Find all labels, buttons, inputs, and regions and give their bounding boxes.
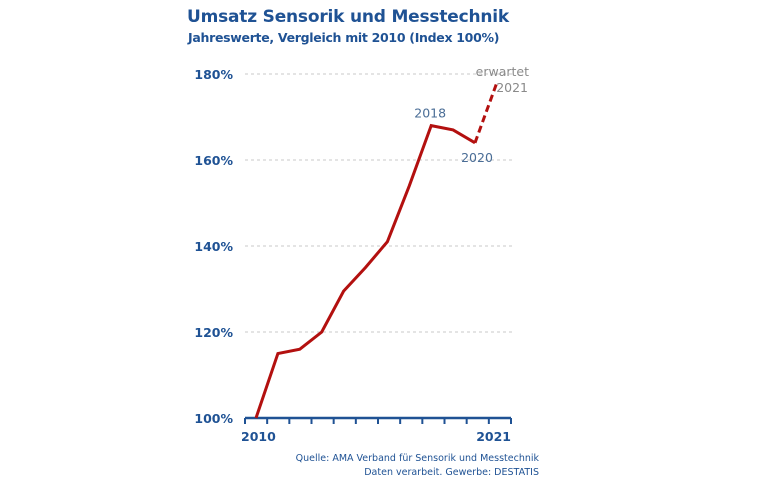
source-line-1: Quelle: AMA Verband für Sensorik und Mes… (295, 453, 539, 464)
x-axis: 2010 2021 (241, 416, 512, 444)
gridlines (245, 73, 513, 333)
annotation-2018: 2018 (414, 106, 446, 121)
series-line-actual (254, 123, 476, 419)
y-tick-label: 180% (194, 67, 233, 82)
y-tick-label: 100% (194, 411, 233, 426)
chart-title: Umsatz Sensorik und Messtechnik (187, 7, 510, 27)
source-line-2: Daten verarbeit. Gewerbe: DESTATIS (364, 467, 539, 478)
x-tick-label: 2021 (476, 429, 511, 444)
y-tick-label: 160% (194, 153, 233, 168)
x-tick-label: 2010 (241, 429, 276, 444)
annotation-2021: 2021 (496, 80, 528, 95)
y-tick-label: 140% (194, 239, 233, 254)
source-note: Quelle: AMA Verband für Sensorik und Mes… (296, 452, 539, 480)
y-tick-label: 120% (194, 325, 233, 340)
y-axis-labels: 100% 120% 140% 160% 180% (194, 67, 233, 426)
annotation-erwartet: erwartet (476, 64, 529, 79)
chart-subtitle: Jahreswerte, Vergleich mit 2010 (Index 1… (188, 30, 500, 45)
annotation-2020: 2020 (461, 150, 493, 165)
series-line-expected (473, 82, 499, 144)
series-lines (254, 82, 499, 419)
